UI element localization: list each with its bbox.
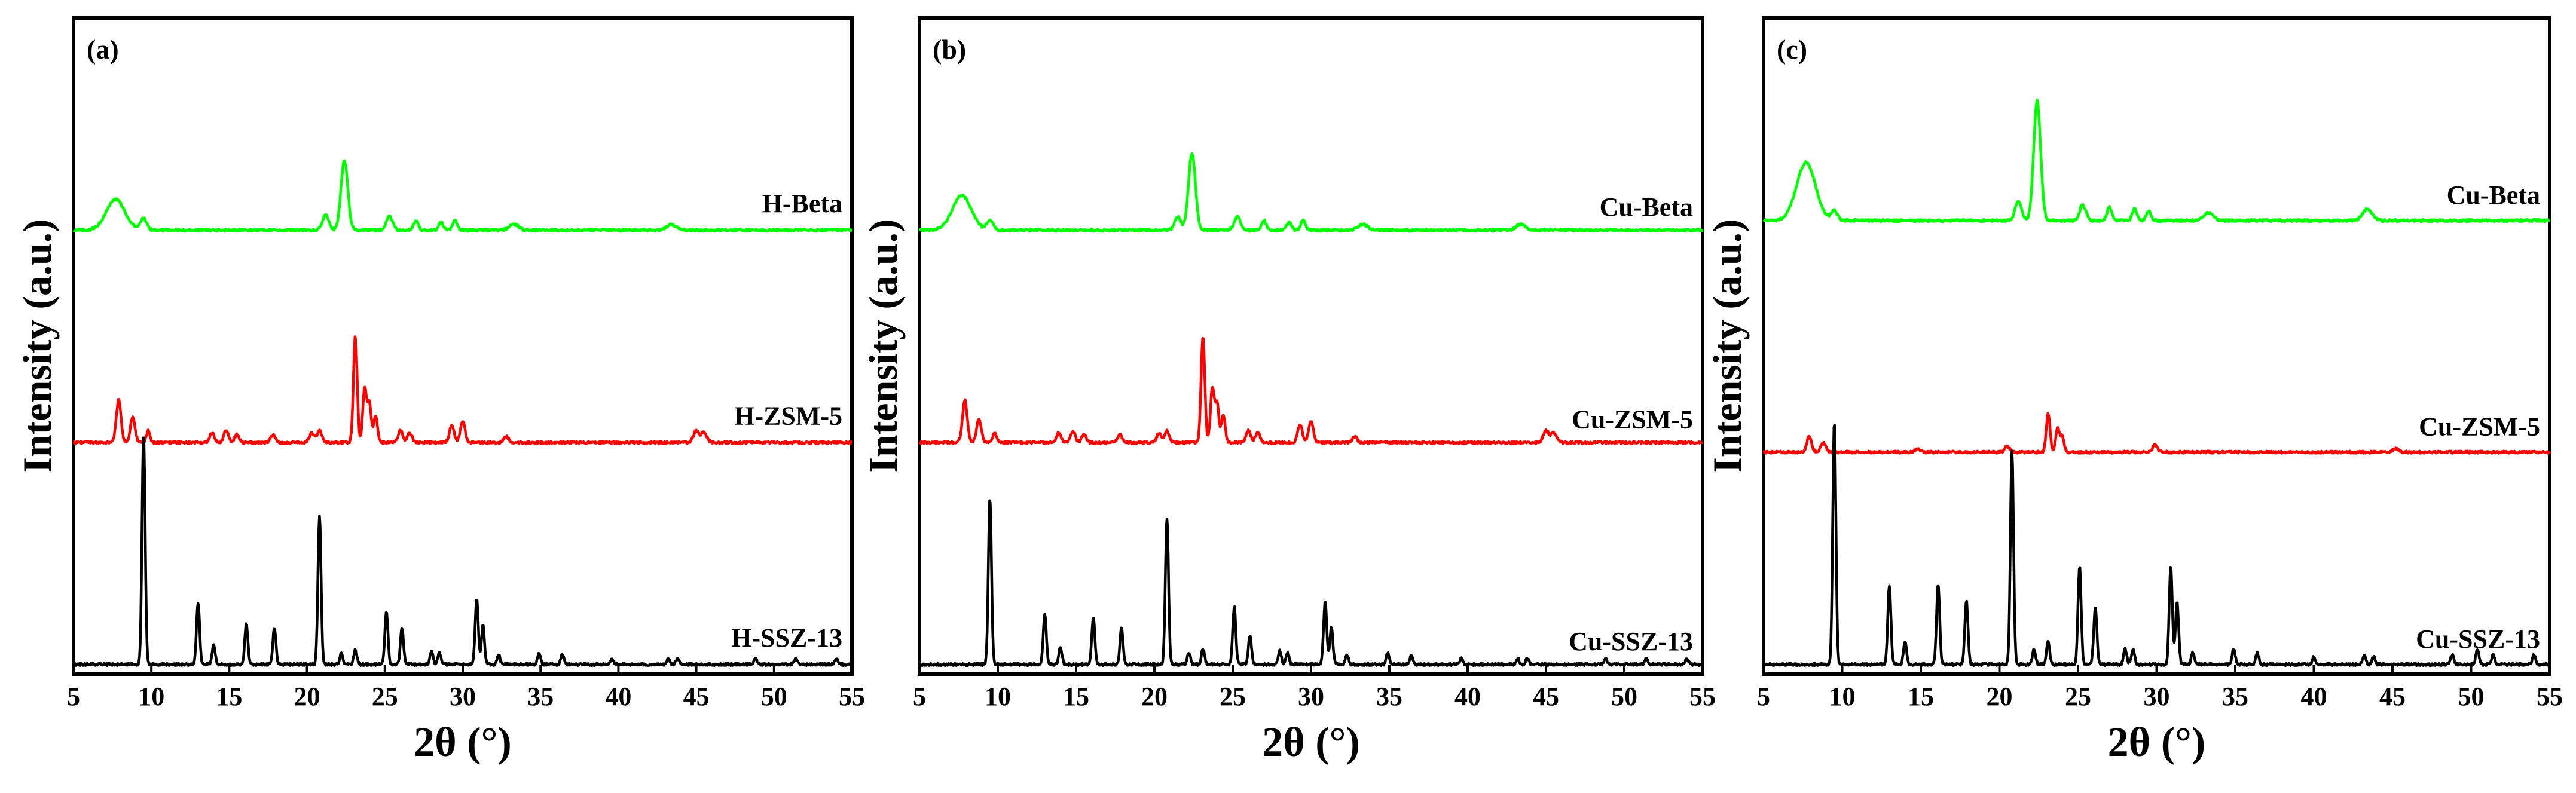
- series-label: Cu-ZSM-5: [2419, 412, 2540, 442]
- series-label: H-Beta: [762, 189, 842, 218]
- x-tick-label: 10: [985, 682, 1011, 711]
- x-tick-label: 10: [1829, 682, 1856, 711]
- x-tick-label: 40: [605, 682, 631, 711]
- x-tick-label: 55: [1689, 682, 1716, 711]
- series-label: H-SSZ-13: [731, 623, 842, 653]
- series-label: Cu-Beta: [2447, 180, 2540, 210]
- x-tick-label: 55: [839, 682, 865, 711]
- x-tick-label: 25: [2065, 682, 2091, 711]
- series-line-cu-zsm-5: [918, 336, 1704, 445]
- x-tick-label: 35: [1376, 682, 1402, 711]
- x-tick-label: 35: [2222, 682, 2248, 711]
- x-tick-label: 15: [1908, 682, 1934, 711]
- series-line-cu-zsm-5: [1762, 412, 2551, 455]
- x-tick-label: 30: [450, 682, 476, 711]
- x-tick-label: 10: [138, 682, 164, 711]
- series-line-cu-beta: [918, 152, 1704, 233]
- x-axis-title: 2θ (°): [1262, 719, 1360, 766]
- series-label: Cu-ZSM-5: [1572, 405, 1693, 434]
- series-label: Cu-Beta: [1600, 192, 1693, 222]
- chart-panel-2: Cu-Beta Cu-ZSM-5 Cu-SSZ-13 5 10 15 20 25 30 35 40 4…: [860, 16, 1716, 766]
- y-axis-title: Intensity (a.u.): [1704, 219, 1750, 473]
- x-tick-label: 5: [67, 682, 80, 711]
- x-tick-label: 40: [1454, 682, 1481, 711]
- x-tick-label: 50: [2458, 682, 2485, 711]
- series-line-cu-ssz-13: [1762, 424, 2551, 668]
- x-tick-label: 5: [913, 682, 926, 711]
- x-tick-label: 45: [1533, 682, 1559, 711]
- x-tick-label: 20: [1141, 682, 1168, 711]
- x-tick-label: 55: [2537, 682, 2563, 711]
- panel-label: (c): [1777, 34, 1807, 65]
- series-line-h-beta: [72, 159, 853, 233]
- y-axis-title: Intensity (a.u.): [14, 219, 60, 473]
- x-tick-label: 35: [527, 682, 554, 711]
- panel-label: (b): [933, 34, 966, 65]
- x-tick-label: 25: [1220, 682, 1246, 711]
- x-tick-label: 40: [2301, 682, 2327, 711]
- x-tick-label: 25: [372, 682, 398, 711]
- y-axis-title: Intensity (a.u.): [860, 219, 906, 473]
- x-axis-title: 2θ (°): [414, 719, 512, 766]
- x-tick-label: 45: [683, 682, 710, 711]
- x-tick-label: 30: [2144, 682, 2170, 711]
- x-tick-label: 15: [1063, 682, 1089, 711]
- x-axis-title: 2θ (°): [2108, 719, 2206, 766]
- chart-panel-1: H-Beta H-ZSM-5 H-SSZ-13 5 10 15 20 25 30 35 40 45 50…: [14, 16, 865, 766]
- series-line-cu-beta: [1762, 98, 2551, 223]
- series-label: H-ZSM-5: [734, 401, 842, 430]
- x-tick-label: 50: [761, 682, 787, 711]
- x-tick-label: 20: [294, 682, 320, 711]
- panel-label: (a): [87, 34, 119, 65]
- series-line-h-zsm-5: [72, 335, 853, 445]
- x-tick-label: 15: [216, 682, 242, 711]
- x-tick-label: 5: [1757, 682, 1770, 711]
- x-tick-label: 20: [1987, 682, 2013, 711]
- x-tick-label: 30: [1298, 682, 1324, 711]
- chart-panel-3: Cu-Beta Cu-ZSM-5 Cu-SSZ-13 5 10 15 20 25 30 35 40 4…: [1704, 16, 2563, 766]
- x-tick-label: 45: [2379, 682, 2406, 711]
- series-line-cu-ssz-13: [918, 499, 1704, 668]
- series-label: Cu-SSZ-13: [1569, 627, 1693, 656]
- series-label: Cu-SSZ-13: [2416, 624, 2540, 654]
- x-tick-label: 50: [1611, 682, 1637, 711]
